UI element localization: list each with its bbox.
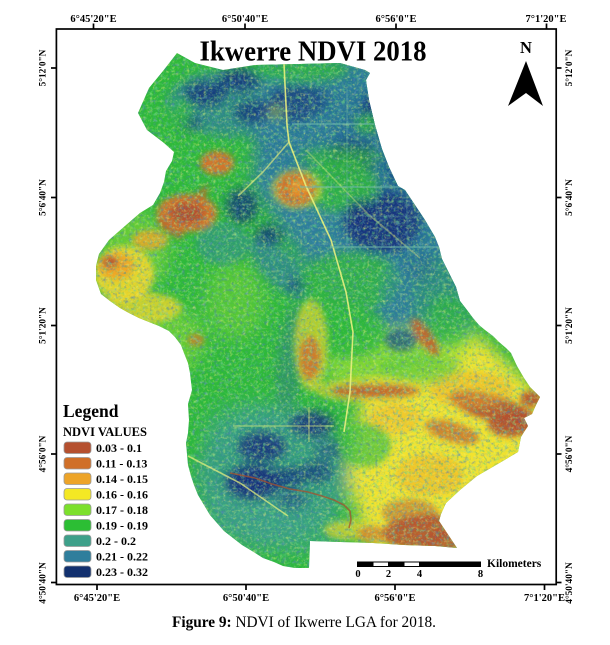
svg-text:4°50'40"N: 4°50'40"N — [38, 562, 49, 604]
svg-text:N: N — [520, 38, 532, 57]
svg-text:0: 0 — [355, 569, 360, 580]
svg-text:4°56'0"N: 4°56'0"N — [564, 435, 575, 472]
svg-text:5°12'0"N: 5°12'0"N — [38, 49, 49, 86]
svg-text:5°1'20"N: 5°1'20"N — [38, 307, 49, 344]
svg-text:Kilometers: Kilometers — [487, 558, 542, 570]
svg-text:0.03 - 0.1: 0.03 - 0.1 — [96, 441, 142, 455]
svg-text:0.17 - 0.18: 0.17 - 0.18 — [96, 503, 148, 517]
svg-text:7°1'20"E: 7°1'20"E — [524, 593, 565, 604]
svg-text:0.23 - 0.32: 0.23 - 0.32 — [96, 565, 148, 579]
svg-text:5°6'40"N: 5°6'40"N — [564, 179, 575, 216]
svg-text:4°50'40"N: 4°50'40"N — [564, 562, 575, 604]
svg-text:4: 4 — [417, 569, 423, 580]
svg-text:NDVI VALUES: NDVI VALUES — [63, 425, 147, 439]
svg-text:0.16 - 0.16: 0.16 - 0.16 — [96, 488, 148, 502]
svg-text:6°50'40"E: 6°50'40"E — [222, 14, 268, 25]
svg-text:6°45'20"E: 6°45'20"E — [70, 14, 116, 25]
svg-text:Figure 9: NDVI of Ikwerre LGA: Figure 9: NDVI of Ikwerre LGA for 2018. — [172, 614, 436, 631]
svg-text:0.19 - 0.19: 0.19 - 0.19 — [96, 519, 148, 533]
svg-text:0.21 - 0.22: 0.21 - 0.22 — [96, 550, 148, 564]
svg-text:0.11 - 0.13: 0.11 - 0.13 — [96, 457, 147, 471]
svg-text:5°6'40"N: 5°6'40"N — [38, 179, 49, 216]
svg-text:2: 2 — [386, 569, 391, 580]
svg-text:5°12'0"N: 5°12'0"N — [564, 49, 575, 86]
svg-text:Ikwerre NDVI 2018: Ikwerre NDVI 2018 — [200, 36, 427, 68]
svg-text:6°50'40"E: 6°50'40"E — [223, 593, 269, 604]
svg-text:7°1'20"E: 7°1'20"E — [526, 14, 567, 25]
svg-text:5°1'20"N: 5°1'20"N — [564, 307, 575, 344]
svg-text:6°56'0"E: 6°56'0"E — [375, 593, 416, 604]
svg-text:6°56'0"E: 6°56'0"E — [376, 14, 417, 25]
svg-text:8: 8 — [478, 569, 483, 580]
svg-text:6°45'20"E: 6°45'20"E — [74, 593, 120, 604]
svg-text:0.2 - 0.2: 0.2 - 0.2 — [96, 534, 136, 548]
svg-text:4°56'0"N: 4°56'0"N — [38, 435, 49, 472]
svg-text:Legend: Legend — [63, 401, 119, 421]
svg-text:0.14 - 0.15: 0.14 - 0.15 — [96, 472, 148, 486]
